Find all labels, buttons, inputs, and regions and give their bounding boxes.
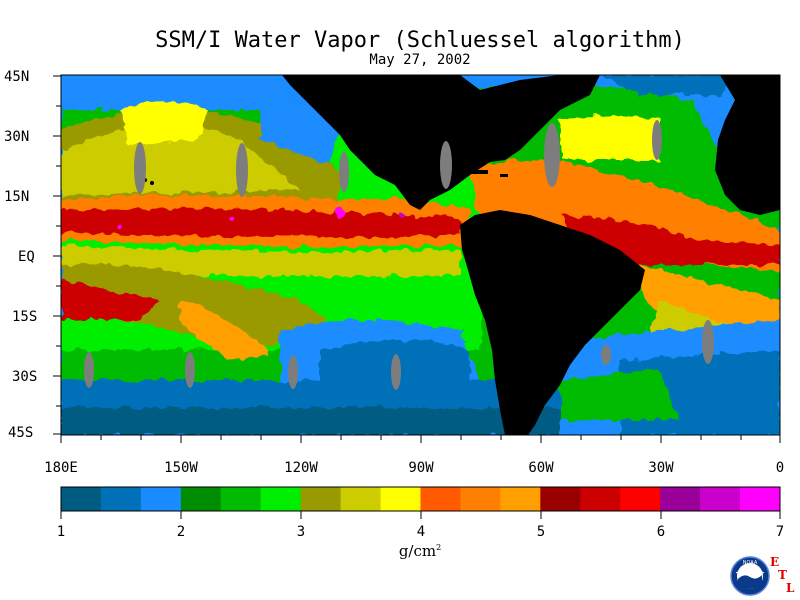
colorbar-label-4: 4: [416, 524, 426, 540]
lat-ticks: [53, 75, 61, 435]
etl-letter-l: L: [786, 581, 795, 595]
lon-label-180e: 180E: [44, 460, 78, 476]
colorbar-label-1: 1: [56, 524, 66, 540]
lat-label-30n: 30N: [4, 129, 30, 145]
colorbar-swatch: [740, 487, 781, 511]
lon-ticks: [60, 435, 781, 443]
colorbar-label-5: 5: [536, 524, 546, 540]
colorbar-swatch: [380, 487, 421, 511]
colorbar-swatch: [660, 487, 701, 511]
colorbar-swatch: [220, 487, 262, 511]
map-date: May 27, 2002: [369, 52, 471, 68]
colorbar-label-7: 7: [775, 524, 785, 540]
lon-label-60w: 60W: [528, 460, 554, 476]
etl-letter-e: E: [770, 555, 780, 569]
lon-label-30w: 30W: [648, 460, 674, 476]
etl-letter-t: T: [778, 568, 787, 582]
colorbar-swatch: [300, 487, 342, 511]
colorbar-ticks: [60, 511, 781, 519]
lon-label-150w: 150W: [164, 460, 198, 476]
colorbar-swatch: [700, 487, 741, 511]
lat-label-30s: 30S: [12, 369, 38, 385]
lon-label-120w: 120W: [284, 460, 318, 476]
colorbar-swatch: [580, 487, 621, 511]
lat-label-15s: 15S: [12, 309, 38, 325]
colorbar: [61, 487, 781, 511]
north-america-land: [282, 75, 600, 210]
colorbar-label-3: 3: [296, 524, 306, 540]
colorbar-swatch: [100, 487, 142, 511]
missing-data-swaths: [84, 120, 714, 390]
lat-label-15n: 15N: [4, 189, 30, 205]
water-vapor-field: [61, 75, 780, 435]
colorbar-swatch: [540, 487, 581, 511]
colorbar-swatch: [500, 487, 541, 511]
colorbar-swatch: [260, 487, 302, 511]
lat-label-eq: EQ: [18, 249, 35, 265]
colorbar-swatch: [61, 487, 102, 511]
colorbar-swatch: [420, 487, 461, 511]
colorbar-swatch: [340, 487, 382, 511]
lat-label-45s: 45S: [8, 425, 34, 441]
colorbar-label-6: 6: [656, 524, 666, 540]
colorbar-swatch: [620, 487, 661, 511]
lat-label-45n: 45N: [4, 69, 30, 85]
noaa-etl-logo: NOAA E T L: [730, 555, 794, 597]
noaa-logo-icon: NOAA: [730, 556, 770, 596]
unit-exponent: 2: [436, 543, 442, 552]
colorbar-swatch: [460, 487, 501, 511]
colorbar-unit: g/cm2: [380, 542, 460, 560]
south-america-land: [460, 210, 645, 435]
lon-label-90w: 90W: [408, 460, 434, 476]
noaa-logo-text: NOAA: [743, 560, 758, 566]
colorbar-swatch: [180, 487, 222, 511]
colorbar-swatch: [140, 487, 182, 511]
map-title: SSM/I Water Vapor (Schluessel algorithm): [155, 28, 685, 53]
africa-europe-land: [715, 75, 780, 215]
lon-label-0: 0: [775, 460, 785, 476]
colorbar-label-2: 2: [176, 524, 186, 540]
unit-base: g/cm: [398, 542, 437, 560]
